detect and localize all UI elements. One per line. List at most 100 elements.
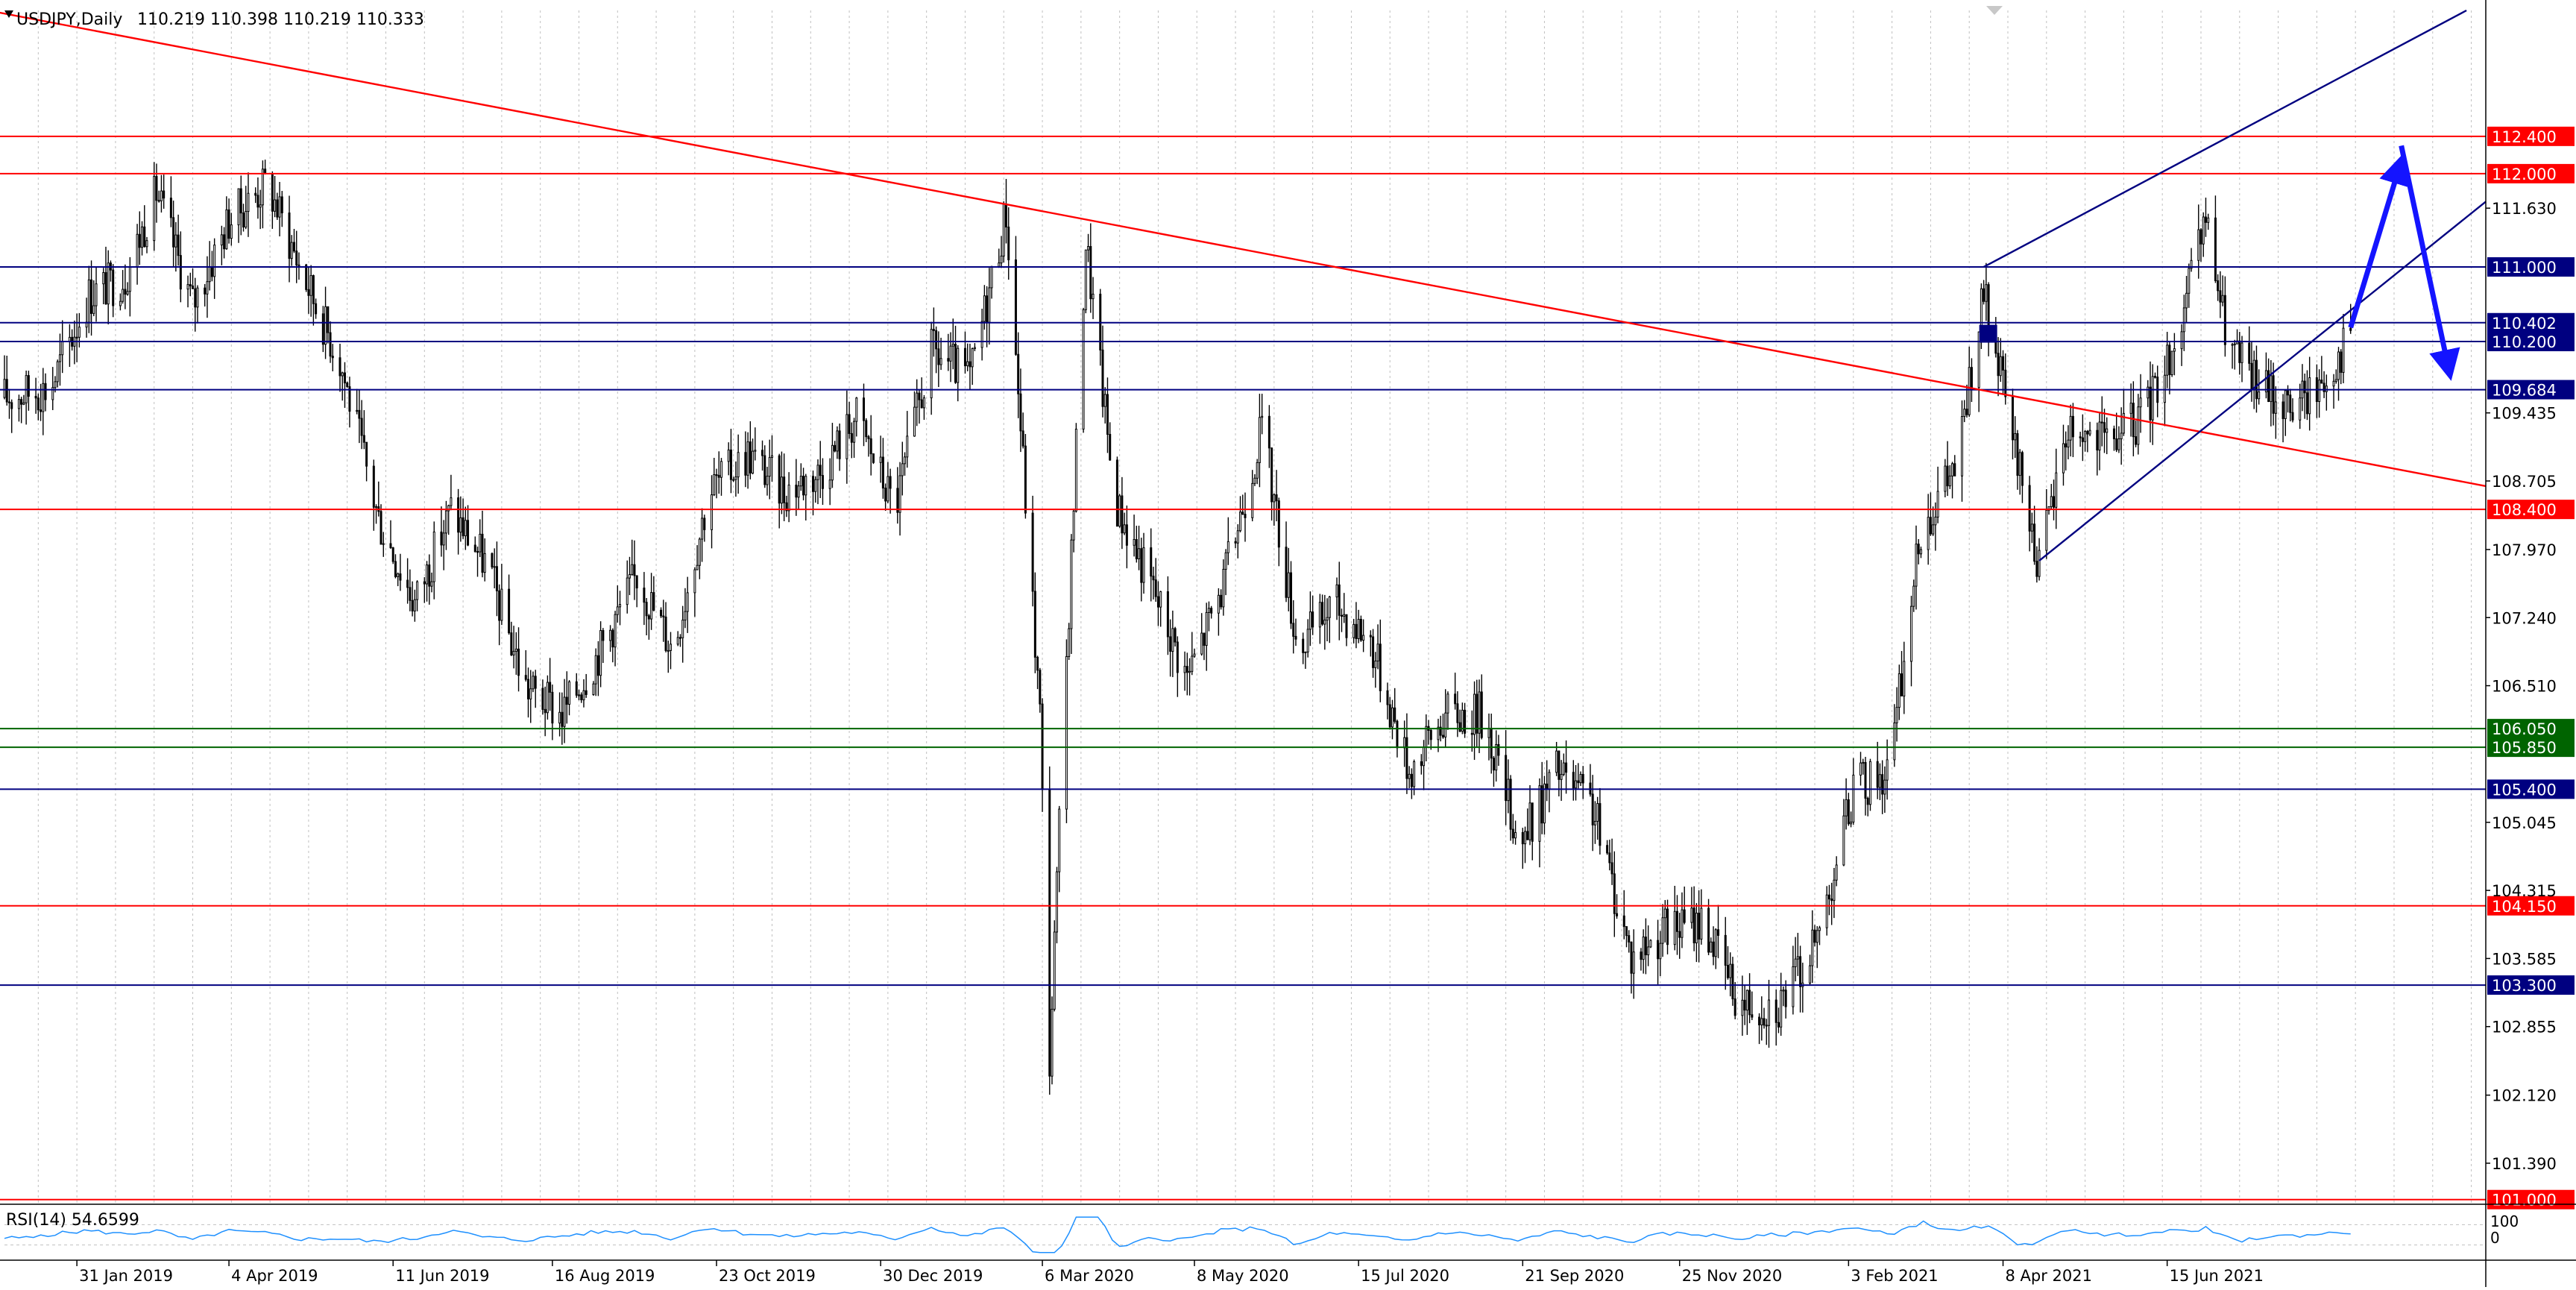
candle-body bbox=[980, 321, 983, 348]
candle-body bbox=[754, 450, 757, 452]
chart-menu-icon[interactable] bbox=[4, 10, 13, 18]
candle-body bbox=[343, 372, 346, 384]
candle-body bbox=[1835, 864, 1838, 881]
candle-body bbox=[1543, 783, 1546, 824]
candle-body bbox=[1842, 815, 1845, 866]
candle-body bbox=[230, 224, 233, 239]
channel-lower-line[interactable] bbox=[2038, 201, 2487, 561]
candle-body bbox=[1743, 999, 1746, 1011]
level-price-tag bbox=[2487, 380, 2575, 400]
candle-body bbox=[2182, 307, 2185, 333]
rectangle-marker[interactable] bbox=[1979, 324, 1997, 343]
candle-body bbox=[541, 688, 544, 710]
candle-body bbox=[2135, 436, 2138, 445]
candle-body bbox=[7, 401, 10, 403]
candle-body bbox=[2151, 376, 2154, 421]
candle-body bbox=[558, 711, 561, 724]
candle-body bbox=[2272, 375, 2275, 414]
candle-body bbox=[5, 379, 8, 403]
candle-body bbox=[1372, 636, 1375, 668]
candle-body bbox=[331, 356, 334, 359]
candle-body bbox=[2248, 342, 2251, 364]
candle-body bbox=[1478, 691, 1481, 734]
candle-body bbox=[749, 441, 752, 473]
candle-body bbox=[1277, 500, 1280, 548]
candle-body bbox=[1726, 965, 1729, 978]
candle-body bbox=[2120, 432, 2123, 440]
candle-body bbox=[40, 409, 42, 412]
candle-body bbox=[937, 348, 940, 365]
candle-body bbox=[104, 271, 107, 305]
candle-body bbox=[136, 233, 139, 268]
candle-body bbox=[2106, 428, 2109, 433]
candle-body bbox=[2199, 229, 2202, 245]
candle-body bbox=[889, 476, 892, 489]
candle-body bbox=[1985, 284, 1988, 302]
candle-body bbox=[1292, 623, 1295, 637]
candle-body bbox=[1983, 288, 1985, 302]
candle-body bbox=[1082, 309, 1085, 430]
candle-body bbox=[1524, 831, 1527, 845]
candle-body bbox=[949, 345, 952, 362]
candle-body bbox=[922, 397, 925, 409]
candle-body bbox=[549, 682, 552, 693]
candle-body bbox=[563, 696, 566, 727]
candle-body bbox=[831, 444, 834, 481]
candle-body bbox=[1273, 494, 1276, 503]
candle-body bbox=[1777, 1022, 1780, 1028]
candle-body bbox=[1606, 845, 1609, 854]
candle-body bbox=[1970, 367, 1973, 388]
candle-body bbox=[667, 649, 670, 652]
candle-body bbox=[2170, 350, 2173, 375]
candle-body bbox=[795, 484, 798, 498]
candle-body bbox=[865, 420, 868, 438]
candle-body bbox=[1490, 728, 1493, 759]
candle-body bbox=[660, 609, 663, 617]
candle-body bbox=[802, 476, 805, 496]
candle-body bbox=[1707, 907, 1710, 953]
scroll-marker-icon[interactable] bbox=[1986, 6, 2003, 15]
candle-body bbox=[1886, 759, 1889, 781]
candle-body bbox=[292, 242, 295, 252]
candle-body bbox=[1125, 524, 1128, 546]
candle-body bbox=[479, 533, 482, 553]
candle-body bbox=[1340, 614, 1343, 617]
candle-body bbox=[1302, 638, 1305, 653]
candle-body bbox=[1827, 894, 1830, 900]
candle-body bbox=[918, 392, 921, 400]
candle-body bbox=[1698, 913, 1701, 940]
candle-body bbox=[500, 588, 503, 621]
candle-body bbox=[1210, 608, 1213, 614]
projection-arrow-up[interactable] bbox=[2348, 153, 2410, 329]
projection-arrow-down[interactable] bbox=[2399, 145, 2460, 381]
candle-body bbox=[732, 479, 735, 481]
candle-body bbox=[2284, 390, 2287, 419]
candle-body bbox=[1205, 611, 1208, 646]
candle-body bbox=[360, 418, 363, 436]
candle-body bbox=[1154, 579, 1157, 597]
candle-body bbox=[1203, 632, 1206, 646]
candle-body bbox=[1017, 353, 1020, 394]
candle-body bbox=[1174, 628, 1177, 643]
candle-body bbox=[2129, 403, 2132, 414]
candle-body bbox=[778, 455, 781, 504]
candle-body bbox=[1425, 726, 1428, 748]
candle-body bbox=[701, 517, 704, 540]
candle-body bbox=[394, 561, 397, 577]
price-tick-label: 105.045 bbox=[2492, 814, 2557, 832]
candle-body bbox=[1446, 693, 1449, 714]
downtrend-line[interactable] bbox=[0, 6, 2487, 488]
candle-body bbox=[1724, 934, 1727, 966]
candle-body bbox=[2219, 290, 2222, 303]
candle-body bbox=[1883, 779, 1886, 795]
candle-body bbox=[848, 414, 851, 434]
candle-body bbox=[358, 409, 361, 419]
candle-body bbox=[1878, 774, 1881, 788]
candle-body bbox=[464, 520, 467, 537]
symbol-label: USDJPY,Daily bbox=[16, 10, 122, 29]
candle-body bbox=[305, 264, 308, 290]
candle-body bbox=[1977, 331, 1980, 388]
candle-body bbox=[1917, 544, 1920, 555]
candle-body bbox=[1774, 999, 1777, 1023]
channel-upper-line[interactable] bbox=[1983, 9, 2467, 268]
